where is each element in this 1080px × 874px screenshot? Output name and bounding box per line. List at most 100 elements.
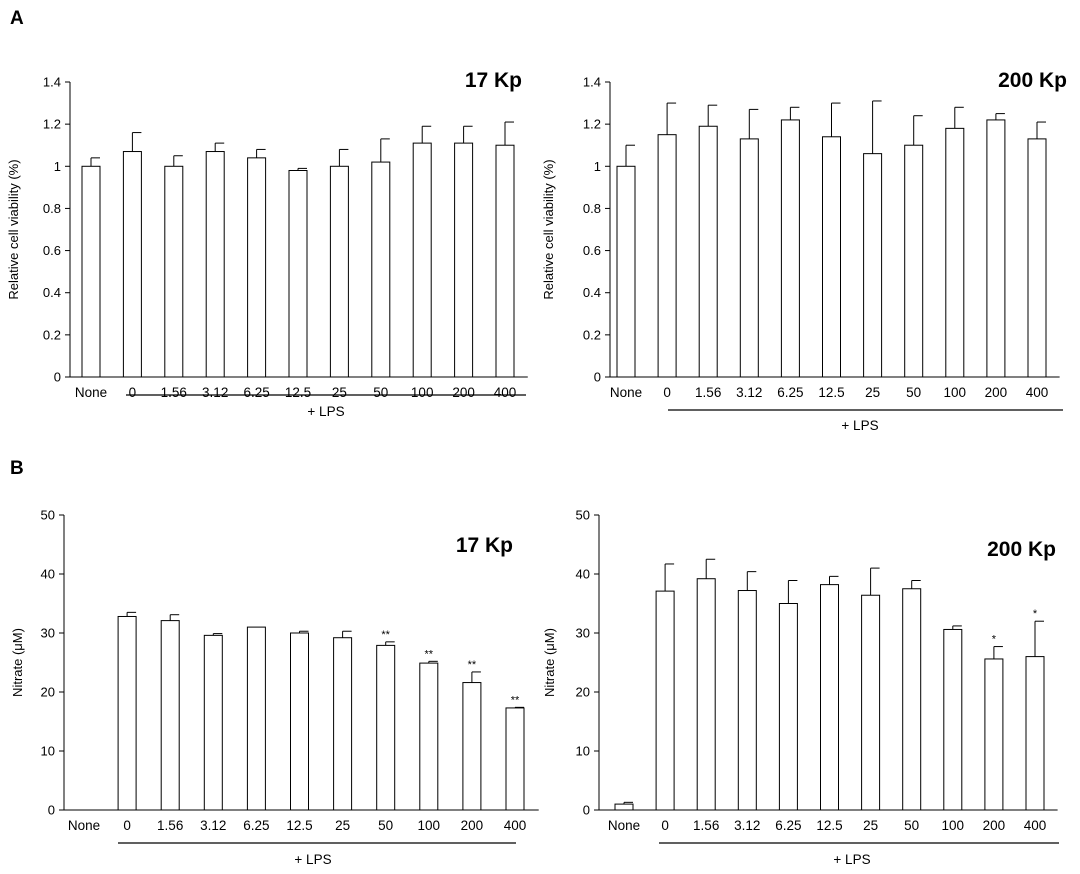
bar-200 bbox=[986, 119, 1006, 378]
y-tick-label: 0.6 bbox=[583, 243, 601, 258]
x-tick-label: 6.25 bbox=[777, 385, 803, 400]
bar-12.5 bbox=[820, 584, 839, 811]
bar-100 bbox=[412, 142, 432, 378]
x-tick-label: 12.5 bbox=[818, 385, 844, 400]
y-tick-label: 10 bbox=[576, 744, 590, 759]
bar-12.5 bbox=[288, 170, 308, 378]
bar-400 bbox=[505, 707, 525, 811]
significance-mark: ** bbox=[425, 648, 434, 660]
x-tick-label: None bbox=[610, 385, 642, 400]
bar-100 bbox=[943, 628, 963, 811]
y-tick-label: 0.2 bbox=[43, 327, 61, 342]
x-tick-label: 12.5 bbox=[816, 818, 842, 833]
x-tick-label: 3.12 bbox=[200, 818, 226, 833]
y-tick-label: 0 bbox=[583, 803, 590, 818]
bar-none bbox=[81, 165, 101, 378]
x-tick-label: 12.5 bbox=[285, 385, 311, 400]
x-tick-label: 6.25 bbox=[243, 385, 269, 400]
y-tick-label: 50 bbox=[41, 508, 55, 523]
x-tick-label: 25 bbox=[332, 385, 347, 400]
x-tick-label: 200 bbox=[461, 818, 484, 833]
bar-50 bbox=[902, 588, 922, 811]
x-tick-label: 200 bbox=[985, 385, 1008, 400]
x-tick-label: 1.56 bbox=[157, 818, 183, 833]
y-tick-label: 0.4 bbox=[43, 285, 61, 300]
x-tick-label: 400 bbox=[504, 818, 527, 833]
x-tick-label: 50 bbox=[904, 818, 919, 833]
x-tick-label: None bbox=[75, 385, 107, 400]
lps-group-label: + LPS bbox=[294, 852, 331, 867]
chart-a-200kp: 0 0.2 0.4 0.6 0.8 1 1.2 1.4 Relative cell viabil… bbox=[541, 69, 1067, 433]
bar-100 bbox=[945, 127, 965, 378]
bar-3.12 bbox=[739, 138, 759, 378]
bar-1.56 bbox=[698, 125, 718, 378]
y-tick-label: 20 bbox=[576, 685, 590, 700]
y-tick-label: 0.8 bbox=[583, 201, 601, 216]
x-tick-label: 12.5 bbox=[286, 818, 312, 833]
significance-mark: * bbox=[1033, 608, 1038, 620]
x-tick-label: 0 bbox=[661, 818, 669, 833]
x-tick-label: 100 bbox=[411, 385, 434, 400]
x-tick-label: 400 bbox=[1024, 818, 1047, 833]
bar-0 bbox=[655, 590, 675, 811]
bar-25 bbox=[329, 165, 349, 378]
y-tick-label: 1.4 bbox=[43, 75, 61, 90]
bar-6.25 bbox=[778, 603, 798, 811]
y-tick-label: 1.2 bbox=[583, 117, 601, 132]
chart-title: 200 Kp bbox=[998, 69, 1067, 92]
lps-group-label: + LPS bbox=[833, 852, 870, 867]
y-tick-label: 1 bbox=[54, 159, 61, 174]
bar-12.5 bbox=[290, 632, 309, 811]
bar-50 bbox=[371, 161, 391, 378]
x-tick-label: 0 bbox=[129, 385, 137, 400]
x-tick-label: 6.25 bbox=[775, 818, 801, 833]
chart-a-17kp: 0 0.2 0.4 0.6 0.8 1 1.2 1.4 Relative cell viabil… bbox=[6, 69, 528, 419]
y-tick-label: 10 bbox=[41, 744, 55, 759]
lps-group-label: + LPS bbox=[307, 404, 344, 419]
y-tick-label: 0.8 bbox=[43, 201, 61, 216]
bar-none bbox=[616, 165, 636, 378]
x-tick-label: 25 bbox=[335, 818, 350, 833]
bar-6.25 bbox=[780, 119, 800, 378]
x-tick-label: 200 bbox=[452, 385, 475, 400]
lps-group-label: + LPS bbox=[841, 418, 878, 433]
x-tick-label: 1.56 bbox=[695, 385, 721, 400]
y-tick-label: 20 bbox=[41, 685, 55, 700]
significance-mark: * bbox=[992, 634, 997, 646]
y-tick-label: 0 bbox=[54, 370, 61, 385]
y-tick-label: 1 bbox=[594, 159, 601, 174]
bar-6.25 bbox=[246, 626, 266, 811]
x-tick-label: 400 bbox=[494, 385, 517, 400]
x-tick-label: 200 bbox=[983, 818, 1006, 833]
x-tick-label: 3.12 bbox=[202, 385, 228, 400]
bar-3.12 bbox=[203, 634, 223, 811]
bar-400 bbox=[1025, 656, 1045, 811]
x-tick-label: 400 bbox=[1026, 385, 1049, 400]
bar-0 bbox=[657, 134, 677, 378]
panel-label-b: B bbox=[10, 458, 24, 479]
bar-3.12 bbox=[737, 590, 757, 811]
x-tick-label: 0 bbox=[663, 385, 671, 400]
y-tick-label: 1.2 bbox=[43, 117, 61, 132]
chart-title: 200 Kp bbox=[987, 538, 1056, 561]
x-tick-label: 50 bbox=[906, 385, 921, 400]
y-axis-title: Relative cell viability (%) bbox=[541, 159, 556, 299]
bar-400 bbox=[1027, 138, 1047, 378]
bar-200 bbox=[462, 682, 482, 811]
x-tick-label: 1.56 bbox=[161, 385, 187, 400]
x-tick-label: 1.56 bbox=[693, 818, 719, 833]
significance-mark: ** bbox=[511, 694, 520, 706]
x-tick-label: 100 bbox=[942, 818, 965, 833]
bar-none bbox=[614, 803, 634, 811]
bar-1.56 bbox=[696, 578, 716, 811]
bar-1.56 bbox=[164, 165, 184, 378]
x-tick-label: 3.12 bbox=[734, 818, 760, 833]
significance-mark: ** bbox=[381, 629, 390, 641]
chart-title: 17 Kp bbox=[456, 534, 513, 557]
bar-25 bbox=[333, 637, 353, 811]
bar-25 bbox=[863, 153, 883, 378]
y-axis-title: Nitrate (μM) bbox=[10, 628, 25, 697]
x-tick-label: 0 bbox=[123, 818, 131, 833]
chart-b-17kp: 0 10 20 30 40 50 Nitrate (μM) 17 Kp None 0 1.56 3.1… bbox=[10, 508, 539, 867]
